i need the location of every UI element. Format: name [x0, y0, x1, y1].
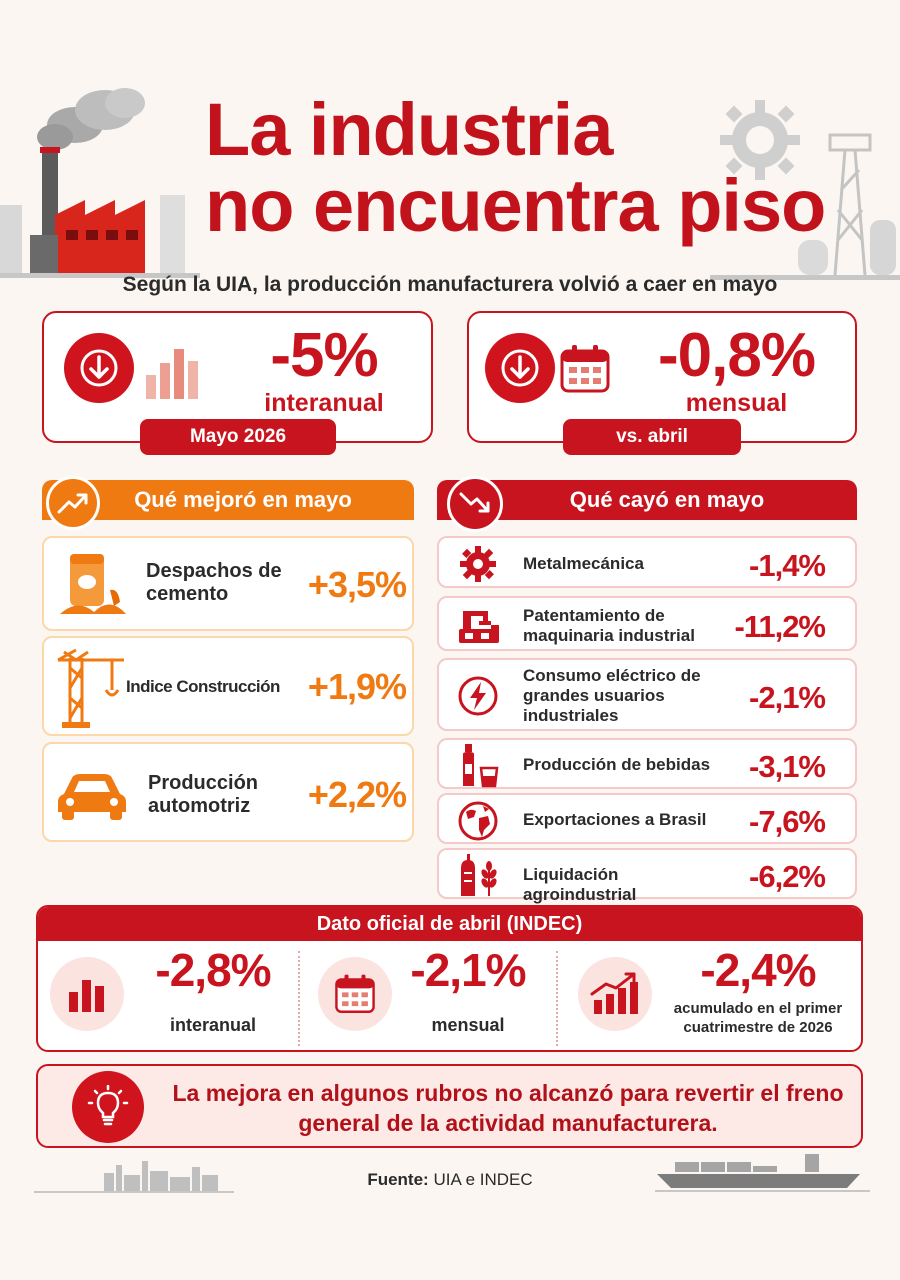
- factory-illustration: [0, 88, 200, 278]
- fell-item-value: -11,2%: [734, 609, 826, 644]
- bar-chart-icon: [146, 349, 198, 399]
- source-value: UIA e INDEC: [433, 1170, 533, 1189]
- fell-item: Patentamiento de maquinaria industrial -…: [437, 596, 857, 651]
- indec-panel: Dato oficial de abril (INDEC) -2,8% inte…: [36, 905, 863, 1052]
- down-arrow-icon: [64, 333, 134, 403]
- indec-stat-label: interanual: [169, 1015, 257, 1035]
- page-subtitle: Según la UIA, la producción manufacturer…: [122, 273, 778, 296]
- indec-heading: Dato oficial de abril (INDEC): [38, 907, 861, 941]
- lightning-icon: [458, 676, 498, 716]
- refinery-illustration: [710, 100, 900, 280]
- fell-section: Qué cayó en mayo Metalmecánica -1,4% Pat…: [437, 476, 857, 904]
- indec-stat-label: acumulado en el primer cuatrimestre de 2…: [673, 1000, 843, 1036]
- fell-item: Exportaciones a Brasil -7,6%: [437, 793, 857, 844]
- trend-up-icon: [46, 476, 100, 530]
- divider: [298, 951, 300, 1046]
- improved-item: Despachos de cemento +3,5%: [42, 536, 414, 631]
- globe-icon: [458, 801, 498, 841]
- improved-item-value: +1,9%: [307, 666, 407, 707]
- indec-stat-value: -2,4%: [700, 944, 816, 996]
- improved-item-label: Producción automotriz: [148, 772, 259, 817]
- page-title: La industria no encuentra piso: [205, 92, 845, 244]
- trend-down-icon: [447, 476, 503, 532]
- fell-item-label: Liquidación agroindustrial: [523, 865, 637, 904]
- source-line: Fuente: UIA e INDEC: [0, 1170, 900, 1190]
- fell-heading-text: Qué cayó en mayo: [569, 487, 765, 512]
- card-interanual-value: -5%: [270, 321, 378, 390]
- fell-item-value: -6,2%: [749, 859, 826, 894]
- improved-item-value: +2,2%: [307, 774, 407, 815]
- gear-icon: [460, 546, 496, 582]
- fell-item: Metalmecánica -1,4%: [437, 536, 857, 588]
- calendar-icon: [560, 345, 610, 393]
- divider: [556, 951, 558, 1046]
- fell-item-value: -2,1%: [749, 680, 826, 715]
- fell-item-value: -1,4%: [749, 548, 826, 583]
- title-line-1: La industria: [205, 88, 613, 171]
- skyline-illustration: [34, 1161, 234, 1193]
- bar-chart-icon: [50, 957, 124, 1031]
- source-label: Fuente:: [367, 1170, 429, 1189]
- improved-item-label: Despachos de cemento: [146, 560, 282, 605]
- improved-item-label: Indice Construcción: [126, 677, 280, 696]
- fell-heading: Qué cayó en mayo: [437, 480, 857, 520]
- indec-stat-value: -2,1%: [410, 944, 526, 996]
- down-arrow-icon: [485, 333, 555, 403]
- card-interanual-label: interanual: [264, 389, 384, 417]
- fell-item-label: Producción de bebidas: [523, 755, 711, 774]
- fell-item-value: -3,1%: [749, 749, 826, 784]
- card-mensual-tag: vs. abril: [563, 419, 741, 455]
- fell-item-label: Consumo eléctrico de grandes usuarios in…: [523, 666, 701, 725]
- cargo-ship-illustration: [655, 1154, 870, 1192]
- conclusion-text: La mejora en algunos rubros no alcanzó p…: [172, 1080, 844, 1136]
- improved-item: Producción automotriz +2,2%: [42, 742, 414, 842]
- fell-item: Producción de bebidas -3,1%: [437, 738, 857, 789]
- fell-item: Liquidación agroindustrial -6,2%: [437, 848, 857, 904]
- indec-stat-value: -2,8%: [155, 944, 271, 996]
- improved-section: Qué mejoró en mayo Despachos de cemento …: [42, 476, 414, 846]
- car-icon: [58, 774, 126, 820]
- bottle-icon: [463, 744, 499, 788]
- fell-item-label: Exportaciones a Brasil: [523, 810, 707, 829]
- indec-stat-label: mensual: [431, 1015, 505, 1035]
- fell-item-label: Metalmecánica: [523, 554, 644, 573]
- improved-heading-text: Qué mejoró en mayo: [134, 487, 352, 512]
- fell-item-value: -7,6%: [749, 804, 826, 839]
- improved-item-value: +3,5%: [307, 564, 407, 605]
- card-mensual-label: mensual: [685, 389, 788, 417]
- machinery-icon: [459, 611, 499, 643]
- conclusion-note: La mejora en algunos rubros no alcanzó p…: [36, 1064, 863, 1148]
- fell-item: Consumo eléctrico de grandes usuarios in…: [437, 658, 857, 731]
- card-interanual-tag: Mayo 2026: [140, 419, 336, 455]
- cement-bag-icon: [60, 554, 126, 614]
- card-mensual-value: -0,8%: [658, 321, 816, 390]
- calendar-icon: [318, 957, 392, 1031]
- title-line-2: no encuentra piso: [205, 164, 826, 247]
- growth-chart-icon: [578, 957, 652, 1031]
- lightbulb-icon: [72, 1071, 144, 1143]
- improved-item: Indice Construcción +1,9%: [42, 636, 414, 736]
- fell-item-label: Patentamiento de maquinaria industrial: [523, 606, 695, 645]
- wheat-silo-icon: [461, 854, 497, 896]
- crane-icon: [57, 648, 124, 728]
- improved-heading: Qué mejoró en mayo: [42, 480, 414, 520]
